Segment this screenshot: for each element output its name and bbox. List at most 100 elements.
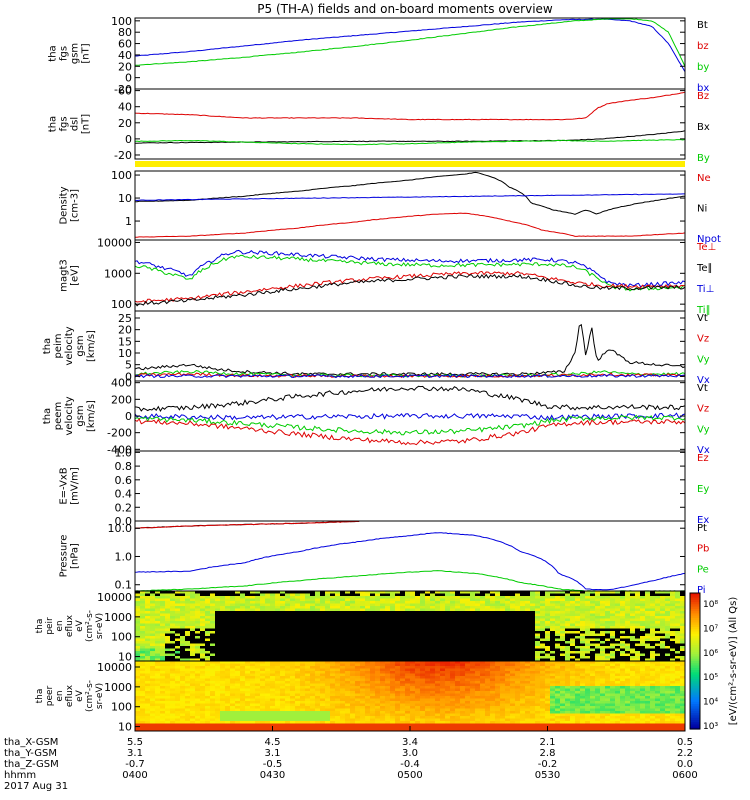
spectrogram-cell	[210, 658, 216, 662]
spectrogram-cell	[135, 646, 141, 649]
spectrogram-cell	[320, 628, 326, 632]
spectrogram-cell	[245, 628, 251, 632]
spectrogram-cell	[530, 603, 536, 607]
spectrogram-cell	[545, 628, 551, 632]
spectrogram-cell	[285, 658, 291, 662]
spectrogram-cell	[605, 596, 611, 599]
spectrogram-cell	[640, 626, 646, 629]
spectrogram-cell	[230, 591, 236, 594]
spectrogram-cell	[150, 621, 156, 624]
spectrogram-cell	[275, 623, 281, 627]
spectrogram-cell	[600, 633, 606, 637]
spectrogram-cell	[540, 631, 546, 634]
spectrogram-cell	[400, 601, 406, 604]
spectrogram-cell	[255, 598, 261, 602]
spectrogram-cell	[185, 606, 191, 609]
spectrogram-cell	[305, 638, 311, 642]
spectrogram-cell	[635, 656, 641, 659]
spectrogram-cell	[535, 591, 541, 594]
spectrogram-cell	[530, 621, 536, 624]
spectrogram-cell	[650, 636, 656, 639]
spectrogram-cell	[180, 636, 186, 639]
spectrogram-cell	[480, 623, 486, 627]
spectrogram-cell	[650, 611, 656, 614]
spectrogram-cell	[535, 618, 541, 622]
spectrogram-cell	[185, 611, 191, 614]
spectrogram-cell	[400, 606, 406, 609]
spectrogram-cell	[395, 633, 401, 637]
spectrogram-cell	[355, 611, 361, 614]
spectrogram-cell	[570, 646, 576, 649]
spectrogram-cell	[485, 601, 491, 604]
spectrogram-cell	[385, 656, 391, 659]
spectrogram-cell	[340, 636, 346, 639]
spectrogram-cell	[315, 611, 321, 614]
spectrogram-cell	[180, 658, 186, 662]
spectrogram-cell	[485, 606, 491, 609]
spectrogram-cell	[630, 621, 636, 624]
spectrogram-cell	[545, 648, 551, 652]
spectrogram-cell	[150, 648, 156, 652]
spectrogram-cell	[605, 611, 611, 614]
spectrogram-cell	[435, 633, 441, 637]
spectrogram-cell	[465, 646, 471, 649]
spectrogram-cell	[300, 638, 306, 642]
spectrogram-cell	[220, 658, 226, 662]
spectrogram-cell	[335, 638, 341, 642]
spectrogram-cell	[220, 598, 226, 602]
spectrogram-cell	[495, 603, 501, 607]
spectrogram-cell	[215, 651, 221, 654]
spectrogram-cell	[230, 608, 236, 612]
ylabel-text: [km/s]	[86, 400, 97, 432]
spectrogram-cell	[580, 633, 586, 637]
spectrogram-cell	[270, 631, 276, 634]
spectrogram-cell	[335, 651, 341, 654]
spectrogram-cell	[480, 651, 486, 654]
spectrogram-cell	[375, 591, 381, 594]
spectrogram-cell	[410, 628, 416, 632]
spectrogram-cell	[535, 613, 541, 617]
spectrogram-cell	[145, 633, 151, 637]
spectrogram-cell	[570, 651, 576, 654]
spectrogram-cell	[270, 618, 276, 622]
spectrogram-cell	[645, 611, 651, 614]
spectrogram-cell	[160, 638, 166, 642]
ytick-label: 1000	[104, 611, 132, 624]
spectrogram-cell	[270, 658, 276, 662]
spectrogram-cell	[605, 593, 611, 597]
spectrogram-cell	[615, 593, 621, 597]
spectrogram-cell	[220, 593, 226, 597]
spectrogram-cell	[235, 633, 241, 637]
spectrogram-cell	[185, 621, 191, 624]
spectrogram-cell	[385, 618, 391, 622]
spectrogram-cell	[185, 623, 191, 627]
spectrogram-cell	[450, 598, 456, 602]
spectrogram-cell	[180, 633, 186, 637]
spectrogram-cell	[350, 608, 356, 612]
spectrogram-cell	[510, 608, 516, 612]
spectrogram-cell	[360, 596, 366, 599]
spectrogram-cell	[185, 593, 191, 597]
spectrogram-cell	[320, 611, 326, 614]
spectrogram-cell	[560, 656, 566, 659]
spectrogram-cell	[640, 618, 646, 622]
spectrogram-cell	[470, 611, 476, 614]
spectrogram-cell	[155, 621, 161, 624]
spectrogram-cell	[640, 601, 646, 604]
spectrogram-cell	[575, 653, 581, 657]
spectrogram-cell	[225, 593, 231, 597]
spectrogram-cell	[210, 651, 216, 654]
spectrogram-cell	[410, 618, 416, 622]
spectrogram-cell	[465, 653, 471, 657]
spectrogram-cell	[365, 593, 371, 597]
spectrogram-cell	[335, 623, 341, 627]
spectrogram-cell	[430, 623, 436, 627]
spectrogram-cell	[525, 591, 531, 594]
spectrogram-cell	[170, 603, 176, 607]
spectrogram-cell	[155, 641, 161, 644]
spectrogram-cell	[255, 608, 261, 612]
spectrogram-cell	[500, 641, 506, 644]
spectrogram-cell	[490, 591, 496, 594]
spectrogram-cell	[245, 616, 251, 619]
spectrogram-cell	[500, 636, 506, 639]
